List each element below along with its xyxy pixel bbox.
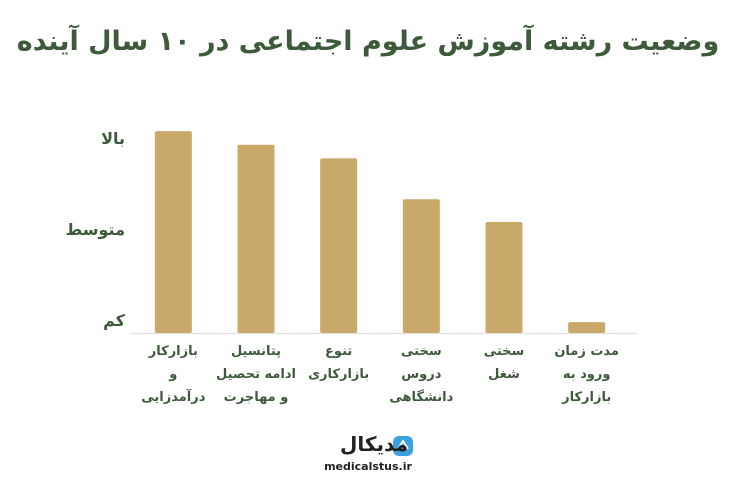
brand-url: medicalstus.ir: [324, 460, 412, 473]
x-tick-label: مدت زمان ورود به بازارکار: [554, 344, 619, 405]
logo-icon: [393, 436, 413, 456]
chart-title: وضعیت رشته آموزش علوم اجتماعی در ۱۰ سال …: [16, 26, 720, 57]
bar: [237, 144, 275, 333]
y-tick-label: متوسط: [65, 220, 125, 240]
bar: [402, 199, 440, 333]
x-tick-label: سختی دروس دانشگاهی: [389, 344, 454, 405]
x-tick-label: پتانسیل ادامه تحصیل و مهاجرت: [215, 344, 296, 405]
brand-name: مدیکال: [340, 432, 408, 456]
y-tick-label: کم: [103, 311, 125, 331]
bar: [485, 222, 523, 333]
bar: [568, 322, 606, 333]
x-tick-label: سختی شغل: [483, 344, 525, 382]
bar: [320, 158, 358, 333]
x-tick-label: بازارکار و درآمدزایی: [141, 344, 206, 405]
x-tick-label: تنوع بازارکاری: [308, 344, 370, 382]
y-tick-label: بالا: [101, 129, 125, 149]
bar: [154, 131, 192, 333]
